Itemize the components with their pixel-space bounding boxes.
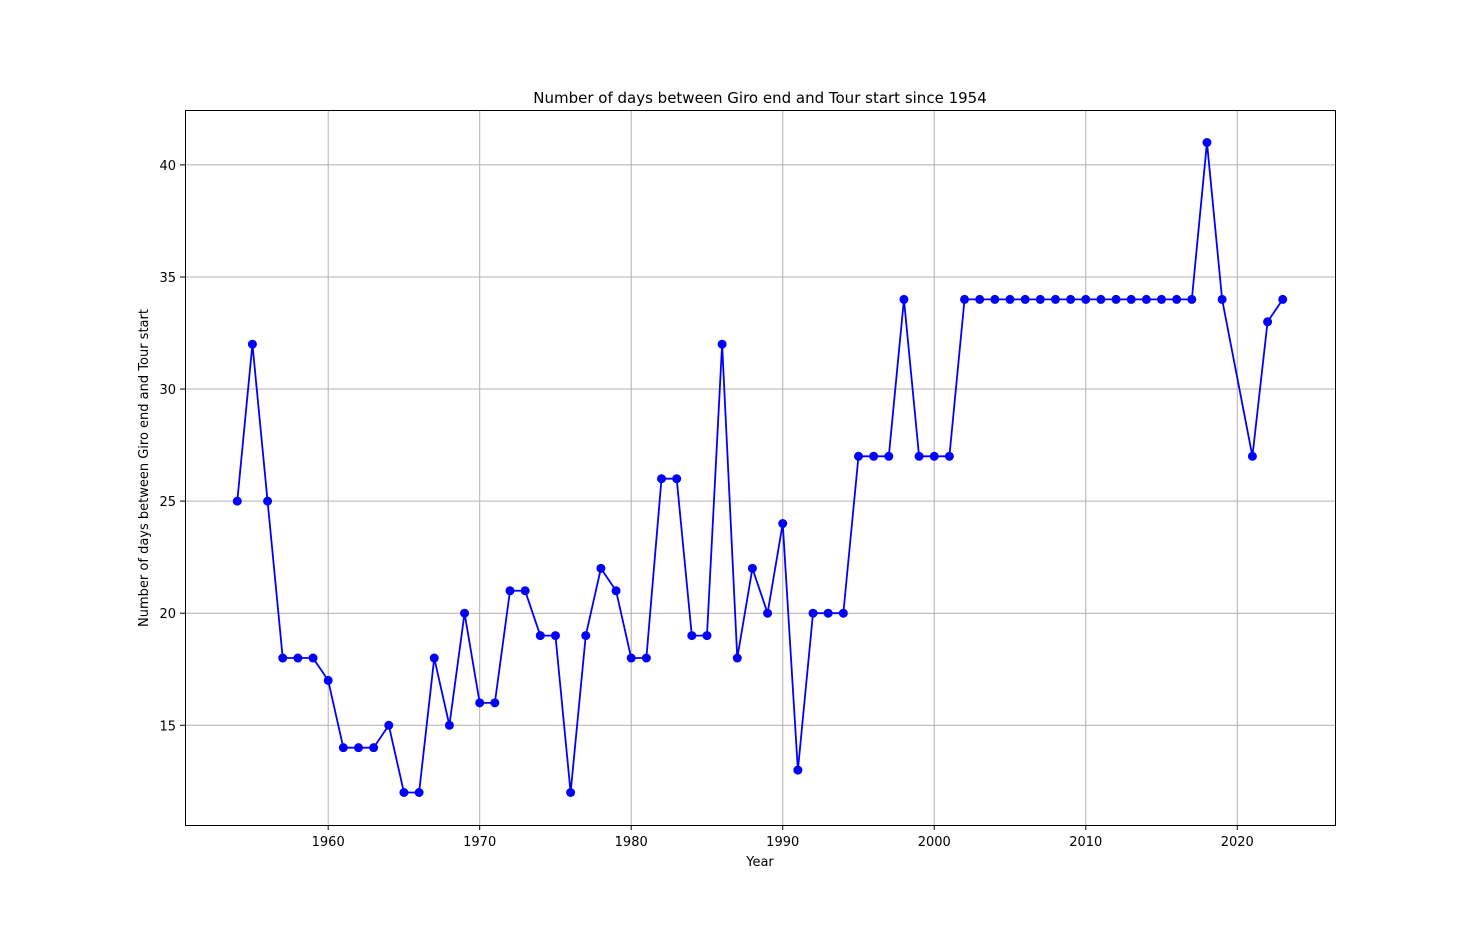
data-point [1035, 294, 1045, 304]
data-point [1263, 317, 1273, 327]
data-point [232, 496, 242, 506]
data-point [247, 339, 257, 349]
data-point [869, 451, 879, 461]
data-point [1217, 294, 1227, 304]
data-point [657, 474, 667, 484]
data-point [1202, 138, 1212, 147]
data-point [414, 788, 424, 797]
x-axis-label: Year [745, 855, 774, 870]
x-tick-label: 2020 [1221, 835, 1254, 850]
x-tick-label: 2010 [1069, 835, 1102, 850]
data-point [1278, 294, 1288, 304]
data-point [596, 563, 606, 573]
data-point [960, 294, 970, 304]
data-point [914, 451, 924, 461]
data-point [1020, 294, 1030, 304]
data-point [338, 743, 348, 753]
data-series [232, 138, 1288, 797]
data-point [838, 608, 848, 618]
data-point [778, 519, 788, 529]
x-tick-label: 1990 [766, 835, 799, 850]
grid-lines [185, 110, 1335, 825]
data-point [1126, 294, 1136, 304]
data-point [490, 698, 500, 708]
data-point [1066, 294, 1076, 304]
data-point [808, 608, 818, 618]
data-point [687, 631, 697, 641]
data-point [550, 631, 560, 641]
y-axis-ticks: 15 20 25 30 35 40 [159, 159, 185, 734]
data-point [975, 294, 985, 304]
data-point [944, 451, 954, 461]
data-point [641, 653, 651, 663]
data-point [353, 743, 363, 753]
x-axis-ticks: 1960 1970 1980 1990 2000 2010 2020 [312, 825, 1254, 850]
data-point [1081, 294, 1091, 304]
y-tick-label: 20 [159, 607, 176, 622]
data-point [747, 563, 757, 573]
data-point [611, 586, 621, 596]
data-point [535, 631, 545, 641]
data-point [853, 451, 863, 461]
data-point [293, 653, 303, 663]
data-point [566, 788, 576, 797]
y-tick-label: 15 [159, 719, 176, 734]
y-tick-label: 25 [159, 495, 176, 510]
data-point [1172, 294, 1182, 304]
data-point [1111, 294, 1121, 304]
data-point [672, 474, 682, 484]
data-point [520, 586, 530, 596]
data-point [369, 743, 379, 753]
x-tick-label: 1970 [463, 835, 496, 850]
data-point [1187, 294, 1197, 304]
data-point [475, 698, 485, 708]
data-point [990, 294, 1000, 304]
data-point [323, 675, 333, 685]
data-point [899, 294, 909, 304]
data-point [581, 631, 591, 641]
x-tick-label: 2000 [918, 835, 951, 850]
data-point [444, 720, 454, 730]
data-point [1247, 451, 1257, 461]
data-point [884, 451, 894, 461]
x-tick-label: 1960 [312, 835, 345, 850]
data-point [823, 608, 833, 618]
data-point [263, 496, 273, 506]
y-axis-label: Number of days between Giro end and Tour… [137, 309, 152, 627]
data-point [763, 608, 773, 618]
data-point [429, 653, 439, 663]
data-point [399, 788, 409, 797]
data-point [1141, 294, 1151, 304]
data-point [702, 631, 712, 641]
data-point [1096, 294, 1106, 304]
x-tick-label: 1980 [615, 835, 648, 850]
plot-frame [185, 110, 1336, 826]
data-point [1005, 294, 1015, 304]
data-point [384, 720, 394, 730]
data-point [717, 339, 727, 349]
data-point [1050, 294, 1060, 304]
data-point [929, 451, 939, 461]
y-tick-label: 40 [159, 159, 176, 174]
data-point [278, 653, 288, 663]
data-point [793, 765, 803, 775]
y-tick-label: 35 [159, 271, 176, 286]
data-point [1157, 294, 1167, 304]
data-point [308, 653, 318, 663]
data-point [732, 653, 742, 663]
data-point [460, 608, 470, 618]
data-point [626, 653, 636, 663]
y-tick-label: 30 [159, 383, 176, 398]
chart-title: Number of days between Giro end and Tour… [533, 89, 987, 107]
data-point [505, 586, 515, 596]
